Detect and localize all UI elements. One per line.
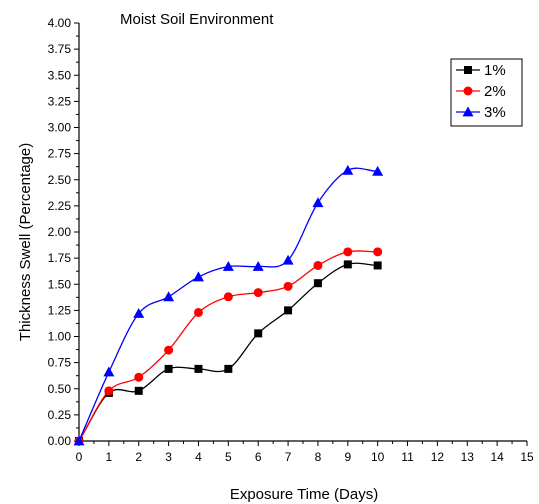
legend-item: 1% (456, 62, 506, 79)
data-point (133, 308, 145, 318)
legend-marker (463, 86, 473, 96)
axes: 0 1 2 3 4 5 6 7 8 9 10 11 12 13 14 150.000.250.500.751.… (48, 16, 534, 464)
series-line (78, 167, 378, 442)
data-point (192, 271, 204, 282)
data-point (73, 435, 85, 446)
series-3 (73, 164, 384, 446)
y-axis-title: Thickness Swell (Percentage) (17, 143, 34, 341)
data-point (252, 260, 264, 271)
y-tick-label: 2.50 (48, 173, 72, 187)
data-point (372, 165, 384, 176)
x-tick-label: 10 (371, 450, 385, 464)
x-tick-label: 7 (285, 450, 292, 464)
y-tick-label: 1.50 (48, 277, 72, 291)
data-point (163, 291, 175, 302)
y-tick-label: 2.75 (48, 147, 72, 161)
y-tick-label: 3.50 (48, 68, 72, 82)
y-tick-label: 4.00 (48, 16, 72, 30)
data-point (194, 364, 203, 373)
y-tick-label: 3.25 (48, 94, 72, 108)
y-tick-label: 3.75 (48, 42, 72, 56)
data-point (134, 386, 143, 395)
x-tick-label: 6 (255, 450, 262, 464)
series-layer (73, 164, 384, 446)
x-tick-label: 12 (431, 450, 445, 464)
data-point (283, 281, 293, 291)
chart-title: Moist Soil Environment (120, 11, 274, 28)
y-tick-label: 2.00 (48, 225, 72, 239)
data-point (223, 292, 233, 302)
data-point (104, 386, 114, 396)
data-point (313, 260, 323, 270)
x-tick-label: 5 (225, 450, 232, 464)
data-point (224, 364, 233, 373)
legend: 1% 2% 3% (450, 58, 523, 127)
data-point (134, 372, 144, 382)
y-tick-label: 1.00 (48, 330, 72, 344)
y-tick-label: 1.75 (48, 251, 72, 265)
data-point (343, 247, 353, 257)
data-point (282, 254, 294, 265)
x-tick-label: 9 (344, 450, 351, 464)
x-tick-label: 1 (106, 450, 113, 464)
legend-item: 2% (456, 83, 506, 100)
x-tick-label: 4 (195, 450, 202, 464)
data-point (164, 364, 173, 373)
data-point (284, 306, 293, 315)
data-point (373, 261, 382, 270)
x-tick-label: 2 (135, 450, 142, 464)
x-tick-label: 11 (401, 450, 414, 464)
data-point (103, 366, 115, 377)
x-axis-title: Exposure Time (Days) (230, 486, 378, 503)
data-point (254, 329, 263, 338)
data-point (312, 197, 324, 208)
y-tick-label: 0.00 (48, 434, 72, 448)
x-tick-label: 14 (490, 450, 504, 464)
y-tick-label: 0.75 (48, 356, 72, 370)
data-point (313, 279, 322, 288)
y-tick-label: 2.25 (48, 199, 72, 213)
series-line (78, 250, 378, 442)
x-tick-label: 15 (520, 450, 534, 464)
legend-marker (462, 106, 474, 117)
data-point (222, 260, 234, 271)
y-tick-label: 1.25 (48, 303, 72, 317)
data-point (342, 164, 354, 175)
data-point (193, 307, 203, 317)
data-point (253, 288, 263, 298)
x-tick-label: 3 (165, 450, 172, 464)
data-point (164, 345, 174, 355)
y-tick-label: 0.25 (48, 408, 72, 422)
series-1 (75, 260, 382, 445)
data-point (343, 260, 352, 269)
y-tick-label: 3.00 (48, 121, 72, 135)
legend-item: 3% (456, 104, 506, 121)
x-tick-label: 8 (315, 450, 322, 464)
legend-label: 3% (484, 104, 506, 121)
x-tick-label: 13 (461, 450, 475, 464)
series-line (78, 262, 378, 442)
legend-label: 2% (484, 83, 506, 100)
x-tick-label: 0 (76, 450, 83, 464)
legend-marker (464, 66, 472, 74)
data-point (373, 247, 383, 257)
y-tick-label: 0.50 (48, 382, 72, 396)
legend-label: 1% (484, 62, 506, 79)
